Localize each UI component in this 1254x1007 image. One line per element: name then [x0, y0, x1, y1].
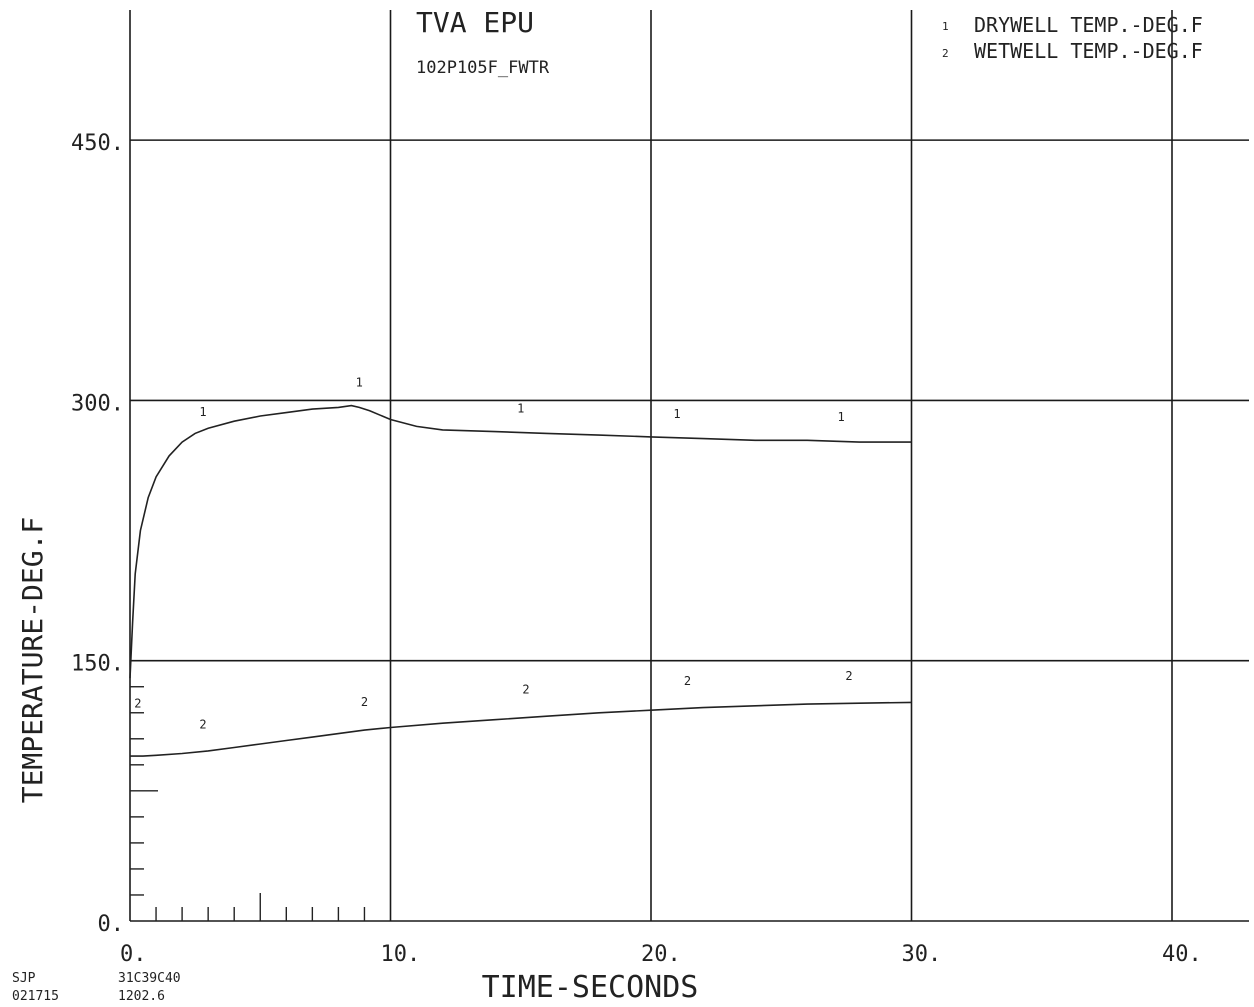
legend-marker-1: 1 — [942, 20, 949, 33]
series-marker-2: 2 — [522, 683, 529, 697]
grid — [129, 10, 1249, 922]
x-tick-label: 0. — [120, 942, 147, 967]
series-marker-2: 2 — [845, 669, 852, 683]
series-marker-2: 2 — [361, 695, 368, 709]
footer-left-line2: 021715 — [12, 989, 59, 1004]
series-marker-2: 2 — [199, 717, 206, 731]
series-marker-2: 2 — [134, 697, 141, 711]
series-lines — [129, 404, 912, 757]
series-markers: 1 1 1 1 1 2 2 2 2 2 2 — [134, 376, 852, 732]
x-tick-label: 30. — [902, 942, 942, 967]
series-line-1 — [129, 404, 912, 679]
footer-left-line1: SJP — [12, 971, 36, 986]
x-tick-label: 10. — [381, 942, 421, 967]
legend-label-wetwell: WETWELL TEMP.-DEG.F — [974, 39, 1203, 63]
footer-mid-line1: 31C39C40 — [118, 971, 181, 986]
legend-label-drywell: DRYWELL TEMP.-DEG.F — [974, 13, 1203, 37]
series-marker-2: 2 — [684, 674, 691, 688]
y-tick-label: 450. — [71, 131, 124, 156]
series-marker-1: 1 — [517, 402, 524, 416]
series-line-2 — [130, 701, 912, 757]
x-tick-label: 20. — [641, 942, 681, 967]
y-tick-label: 150. — [71, 652, 124, 677]
legend: 1 DRYWELL TEMP.-DEG.F 2 WETWELL TEMP.-DE… — [942, 13, 1203, 63]
y-tick-label: 0. — [98, 912, 125, 937]
tick-labels: 0. 10. 20. 30. 40. 0. 150. 300. 450. — [71, 131, 1202, 967]
y-axis-label: TEMPERATURE-DEG.F — [16, 517, 49, 804]
series-marker-1: 1 — [356, 376, 363, 390]
chart-title: TVA EPU — [416, 6, 534, 39]
footer-info: SJP 021715 31C39C40 1202.6 — [12, 971, 181, 1004]
footer-mid-line2: 1202.6 — [118, 989, 165, 1004]
x-tick-label: 40. — [1162, 942, 1202, 967]
axis-minor-ticks — [130, 686, 366, 921]
chart-subtitle: 102P105F_FWTR — [416, 58, 550, 78]
series-marker-1: 1 — [838, 410, 845, 424]
series-marker-1: 1 — [673, 407, 680, 421]
legend-marker-2: 2 — [942, 47, 949, 60]
y-tick-label: 300. — [71, 391, 124, 416]
series-marker-1: 1 — [199, 405, 206, 419]
x-axis-label: TIME-SECONDS — [482, 970, 699, 1005]
